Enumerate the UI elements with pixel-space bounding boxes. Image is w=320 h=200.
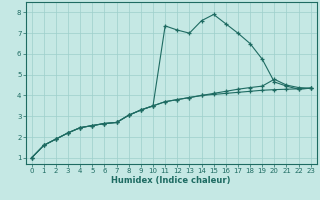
- X-axis label: Humidex (Indice chaleur): Humidex (Indice chaleur): [111, 176, 231, 185]
